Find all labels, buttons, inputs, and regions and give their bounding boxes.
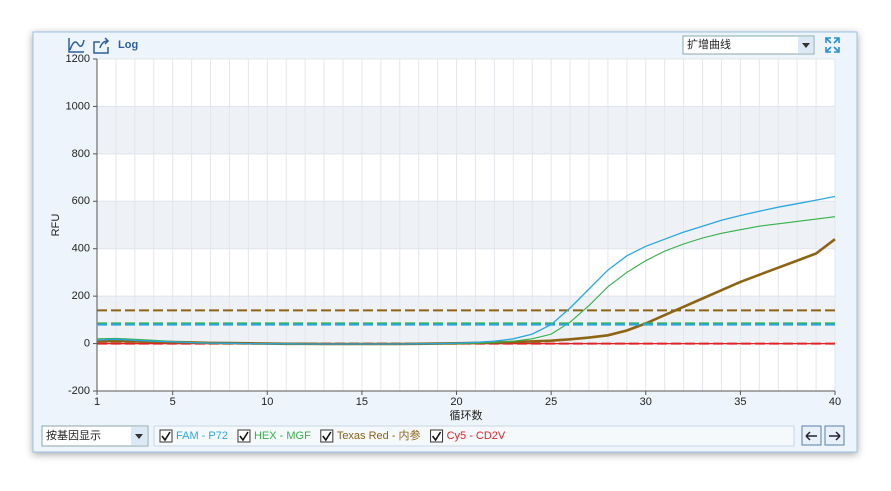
checkmark bbox=[322, 431, 332, 442]
grid-band bbox=[97, 201, 835, 249]
legend-checkbox[interactable] bbox=[320, 429, 334, 443]
view-select-text: 扩增曲线 bbox=[687, 37, 731, 51]
y-tick-label: 600 bbox=[72, 195, 90, 207]
prev-arrow bbox=[805, 431, 817, 441]
y-tick-label: 200 bbox=[72, 290, 90, 302]
group-select-text: 按基因显示 bbox=[46, 428, 101, 442]
x-axis-label: 循环数 bbox=[450, 409, 483, 422]
x-tick-label: 30 bbox=[640, 396, 652, 408]
x-tick-label: 35 bbox=[734, 396, 746, 408]
select-arrow bbox=[135, 434, 143, 439]
y-tick-label: 400 bbox=[72, 243, 90, 255]
legend-checkbox[interactable] bbox=[159, 429, 173, 443]
grid-band bbox=[97, 106, 835, 154]
y-tick-label: 1200 bbox=[66, 53, 90, 65]
x-tick-label: 25 bbox=[545, 396, 557, 408]
view-select[interactable] bbox=[682, 35, 815, 55]
log-button[interactable]: Log bbox=[118, 39, 138, 51]
checkmark bbox=[431, 431, 442, 442]
legend-label[interactable]: Texas Red - 内参 bbox=[337, 428, 421, 442]
legend: FAM - P72 HEX - MGF Texas Red - 内参 Cy5 - CD… bbox=[159, 428, 506, 443]
x-tick-label: 15 bbox=[356, 396, 368, 408]
chart-icon[interactable] bbox=[68, 38, 85, 53]
legend-bar bbox=[153, 425, 795, 447]
curve bbox=[96, 195, 836, 345]
x-tick-label: 40 bbox=[829, 396, 841, 408]
y-tick-label: 1000 bbox=[66, 100, 90, 112]
x-tick-label: 10 bbox=[261, 396, 273, 408]
y-tick-label: 0 bbox=[84, 337, 90, 349]
legend-label[interactable]: Cy5 - CD2V bbox=[447, 430, 506, 442]
next-arrow bbox=[829, 431, 841, 441]
expand-icon[interactable] bbox=[825, 37, 840, 53]
y-axis-label: RFU bbox=[50, 214, 62, 237]
legend-label[interactable]: HEX - MGF bbox=[254, 430, 311, 442]
select-arrow bbox=[802, 43, 810, 48]
checkmark bbox=[161, 431, 171, 442]
y-tick-label: 800 bbox=[72, 148, 90, 160]
legend-label[interactable]: FAM - P72 bbox=[176, 430, 228, 442]
checkmark bbox=[239, 431, 249, 442]
export-icon[interactable] bbox=[93, 37, 110, 54]
x-tick-label: 5 bbox=[170, 396, 176, 408]
legend-checkbox[interactable] bbox=[237, 429, 251, 443]
legend-checkbox[interactable] bbox=[430, 429, 444, 443]
x-tick-label: 1 bbox=[94, 396, 100, 408]
y-tick-label: -200 bbox=[68, 385, 90, 397]
grid-band bbox=[97, 296, 835, 344]
x-tick-label: 20 bbox=[450, 396, 462, 408]
group-select[interactable] bbox=[41, 425, 149, 447]
